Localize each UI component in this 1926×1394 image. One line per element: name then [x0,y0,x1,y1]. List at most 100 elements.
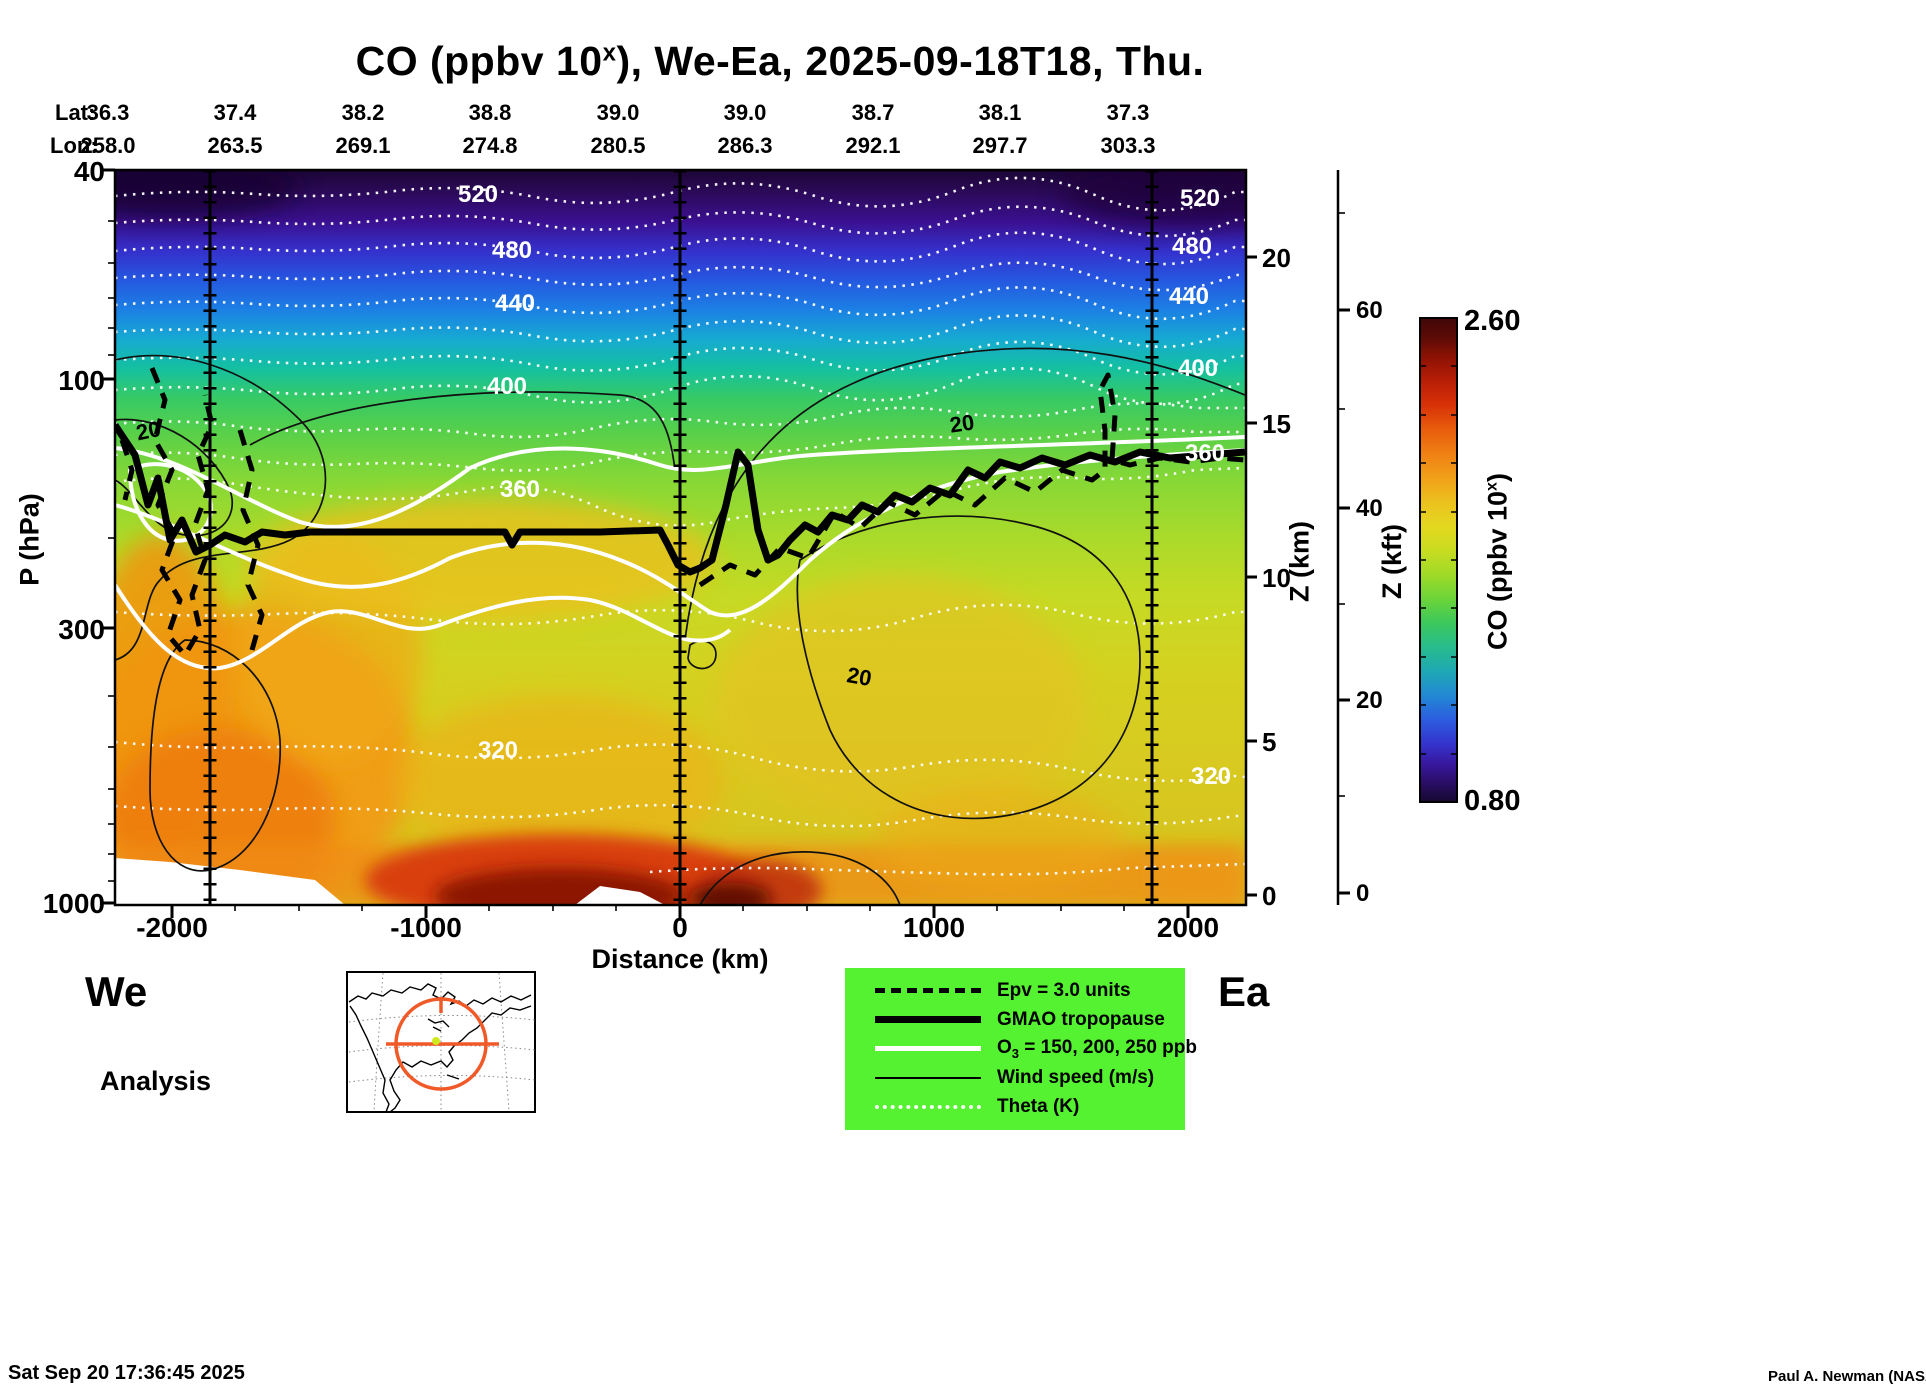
page-title: CO (ppbv 10x), We-Ea, 2025-09-18T18, Thu… [330,38,1230,85]
colorbar-axis-label: CO (ppbv 10x) [1483,462,1514,662]
tropopause-line-sample [875,1016,981,1023]
zkft-tick: 40 [1356,495,1383,522]
theta-line-sample [875,1104,981,1109]
theta-label: 480 [1172,233,1212,260]
colorbar-ticks [1420,365,1457,755]
lat-value: 37.3 [1106,100,1150,125]
zkft-axis-label: Z (kft) [1377,524,1407,599]
theta-label: 400 [1178,355,1218,382]
zkm-tick: 20 [1262,243,1291,273]
lon-row-label: Lon: [50,133,98,158]
map-section-point [432,1037,440,1045]
lat-value: 37.4 [213,100,257,125]
theta-label: 520 [1180,185,1220,212]
wind-contour [699,851,901,905]
colorbar-label-post: ) [1482,473,1513,483]
wind-contour-20 [796,515,1141,820]
co-enhancement-right [1150,855,1245,905]
wind-contour [249,391,676,471]
co-max-dark [688,883,772,905]
lat-value: 38.2 [341,100,385,125]
theta-label: 520 [458,181,498,208]
zkm-tick: 15 [1262,409,1291,439]
distance-tick: -1000 [390,912,462,943]
legend-label-theta: Theta (K) [997,1095,1080,1117]
epv-line-sample [875,988,981,993]
distance-axis-label: Distance (km) [591,944,769,974]
title-post: ), We-Ea, 2025-09-18T18, Thu. [616,38,1205,84]
lon-value: 292.1 [845,133,901,158]
wind-label: 20 [845,662,873,691]
zkft-tick: 60 [1356,297,1383,324]
theta-contour [115,427,1245,472]
wind-labels: 20 20 20 [134,409,976,691]
tropopause-line [115,423,1246,576]
zkm-tick: 5 [1262,727,1277,757]
theta-label: 360 [1185,440,1225,467]
legend-label-ozone: O3 = 150, 200, 250 ppb [997,1037,1197,1061]
lat-value: 38.1 [978,100,1022,125]
theta-label: 320 [1191,763,1231,790]
lon-value: 286.3 [717,133,773,158]
theta-label: 320 [478,737,518,764]
theta-contour [115,340,1245,376]
co-enhancement-right [715,575,1085,825]
pressure-axis-label: P (hPa) [14,493,45,586]
zkft-axis [1336,170,1350,905]
zkft-tick: 0 [1356,880,1370,907]
distance-tick: 1000 [902,912,966,943]
colorbar-max: 2.60 [1464,305,1521,337]
endpoint-west: We [85,968,148,1015]
legend-row-wind: Wind speed (m/s) [845,1063,1185,1092]
colorbar-gradient [1419,317,1458,803]
dark-strat-pocket [115,170,300,217]
lon-value: 280.5 [590,133,646,158]
distance-tick: 0 [672,912,688,943]
wind-label: 20 [134,416,163,446]
wind-contour [115,418,233,537]
theta-contour [115,314,1245,349]
theta-label: 360 [500,476,540,503]
theta-labels: 520 480 440 400 360 320 520 480 440 400 … [458,181,1231,790]
distance-tick: -2000 [136,912,208,943]
legend-row-epv: Epv = 3.0 units [845,976,1185,1005]
endpoint-east: Ea [1218,968,1270,1015]
epv-contour [237,429,265,651]
ozone-label-pre: O [997,1036,1012,1058]
colorbar-min: 0.80 [1464,785,1521,817]
colorbar-label-sup: x [1483,482,1501,491]
zkm-axis-ticks [1245,255,1257,897]
epv-contour [698,372,1246,588]
theta-contour-480 [115,231,1245,266]
theta-label: 400 [487,373,527,400]
ozone-contour-150 [115,435,1246,529]
analysis-label: Analysis [100,1066,212,1096]
legend-label-wind: Wind speed (m/s) [997,1066,1155,1088]
co-enhancement-right [875,788,1125,892]
wind-label: 20 [948,409,976,437]
lat-row-label: Lat: [55,100,96,125]
lat-value: 38.7 [851,100,895,125]
lon-value: 274.8 [462,133,518,158]
legend-label-epv: Epv = 3.0 units [997,979,1131,1001]
title-superscript: x [602,39,617,67]
title-pre: CO (ppbv 10 [355,38,603,84]
lat-value: 39.0 [723,100,767,125]
distance-axis-ticks [170,905,1190,918]
colorbar-label-pre: CO (ppbv 10 [1482,490,1513,650]
legend-row-ozone: O3 = 150, 200, 250 ppb [845,1034,1197,1063]
waypoint-lines [203,170,1159,905]
lon-value: 297.7 [972,133,1028,158]
pressure-tick: 40 [73,156,105,187]
lon-value: 258.0 [80,133,136,158]
lat-value: 38.8 [468,100,512,125]
pressure-tick: 100 [58,365,105,396]
wind-line-sample [875,1076,981,1079]
theta-contour-440 [115,286,1245,321]
theta-label: 440 [1169,283,1209,310]
pressure-tick: 1000 [42,888,105,919]
pressure-axis-ticks [101,168,115,905]
legend-label-tropopause: GMAO tropopause [997,1008,1165,1030]
ozone-line-sample [875,1046,981,1051]
